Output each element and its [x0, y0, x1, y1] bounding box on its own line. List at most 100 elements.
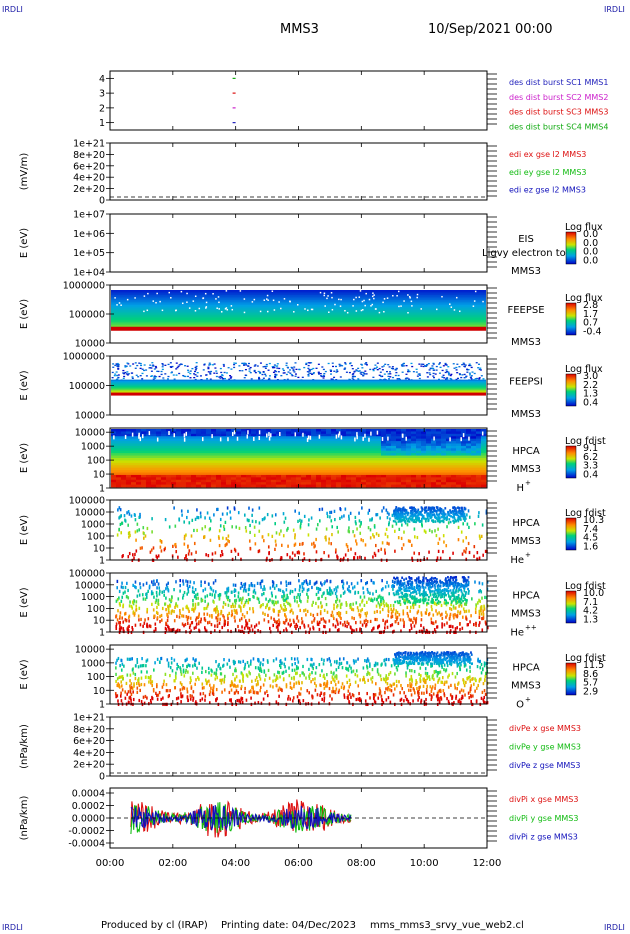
- spectrogram-cell: [236, 479, 242, 483]
- spectrogram-speck: [114, 373, 117, 375]
- spectrogram-cell: [366, 453, 372, 456]
- spectrogram-speck: [418, 604, 421, 609]
- spectrogram-cell: [241, 455, 247, 459]
- spectrogram-cell: [186, 441, 192, 444]
- spectrogram-cell: [331, 482, 337, 485]
- spectrogram-speck: [417, 609, 420, 613]
- spectrogram-cell: [286, 448, 292, 452]
- spectrogram-speck: [214, 593, 216, 597]
- spectrogram-cell: [416, 462, 422, 466]
- spectrogram-speck: [416, 296, 418, 299]
- spectrogram-cell: [366, 462, 372, 466]
- spectrogram-cell: [156, 436, 162, 440]
- spectrogram-speck: [280, 375, 283, 377]
- spectrogram-cell: [271, 455, 277, 459]
- spectrogram-cell: [421, 433, 427, 437]
- spectrogram-cell: [256, 431, 262, 435]
- spectrogram-speck: [249, 629, 251, 633]
- spectrogram-speck: [465, 536, 468, 540]
- spectrogram-speck: [415, 619, 417, 623]
- spectrogram-cell: [461, 472, 467, 476]
- spectrogram-cell: [116, 455, 122, 459]
- spectrogram-cell: [141, 458, 147, 461]
- spectrogram-speck: [127, 629, 130, 633]
- spectrogram-cell: [286, 484, 292, 488]
- spectrogram-cell: [151, 460, 157, 464]
- spectrogram-speck: [243, 364, 246, 366]
- spectrogram-speck: [247, 592, 250, 597]
- spectrogram-speck: [371, 303, 374, 306]
- spectrogram-speck: [480, 608, 482, 613]
- spectrogram-speck: [194, 588, 197, 592]
- spectrogram-cell: [481, 472, 487, 476]
- spectrogram-cell: [451, 467, 457, 471]
- spectrogram-speck: [386, 580, 388, 585]
- spectrogram-speck: [465, 557, 468, 561]
- spectrogram-speck: [437, 541, 440, 545]
- spectrogram-cell: [266, 448, 272, 452]
- spectrogram-speck: [473, 554, 475, 558]
- spectrogram-speck: [413, 624, 416, 628]
- spectrogram-cell: [411, 453, 417, 456]
- spectrogram-speck: [229, 377, 232, 379]
- spectrogram-speck: [454, 509, 457, 513]
- spectrogram-speck: [424, 520, 427, 523]
- spectrogram-speck: [214, 590, 217, 594]
- spectrogram-speck: [411, 514, 414, 517]
- spectrogram-cell: [466, 462, 472, 466]
- spectrogram-cell: [451, 448, 457, 452]
- spectrogram-speck: [411, 517, 414, 520]
- spectrogram-cell: [231, 477, 237, 481]
- spectrogram-speck: [191, 367, 194, 370]
- spectrogram-speck: [335, 434, 338, 439]
- spectrogram-speck: [245, 529, 248, 533]
- spectrogram-cell: [446, 479, 452, 483]
- spectrogram-cell: [296, 453, 302, 456]
- spectrogram-speck: [219, 524, 222, 528]
- spectrogram-cell: [296, 472, 302, 476]
- spectrogram-speck: [431, 511, 434, 514]
- spectrogram-speck: [227, 367, 230, 369]
- spectrogram-cell: [121, 429, 127, 432]
- spectrogram-speck: [391, 614, 394, 619]
- spectrogram-cell: [176, 448, 182, 452]
- spectrogram-speck: [298, 595, 301, 599]
- spectrogram-speck: [117, 363, 120, 366]
- spectrogram-cell: [466, 479, 472, 483]
- spectrogram-speck: [283, 602, 285, 607]
- spectrogram-speck: [208, 528, 211, 532]
- spectrogram-cell: [396, 445, 402, 449]
- spectrogram-speck: [475, 623, 477, 627]
- spectrogram-speck: [283, 629, 285, 633]
- spectrogram-cell: [286, 467, 292, 471]
- spectrogram-speck: [139, 546, 142, 550]
- spectrogram-speck: [168, 430, 170, 435]
- spectrogram-speck: [421, 515, 424, 519]
- spectrogram-cell: [451, 462, 457, 466]
- spectrogram-speck: [443, 513, 446, 517]
- spectrogram-cell: [441, 484, 447, 488]
- spectrogram-speck: [124, 371, 127, 374]
- spectrogram-cell: [136, 460, 142, 464]
- spectrogram-cell: [421, 453, 427, 456]
- spectrogram-speck: [244, 368, 247, 371]
- spectrogram-cell: [126, 460, 132, 464]
- spectrogram-band: [111, 388, 486, 391]
- spectrogram-speck: [427, 519, 430, 522]
- spectrogram-speck: [285, 580, 288, 584]
- spectrogram-speck: [408, 516, 411, 520]
- spectrogram-cell: [456, 443, 462, 447]
- spectrogram-cell: [426, 443, 432, 447]
- spectrogram-cell: [476, 453, 482, 456]
- spectrogram-cell: [441, 477, 447, 481]
- spectrogram-speck: [303, 366, 306, 369]
- spectrogram-cell: [466, 470, 472, 473]
- spectrogram-cell: [291, 484, 297, 488]
- spectrogram-cell: [376, 479, 382, 483]
- spectrogram-speck: [168, 291, 171, 294]
- spectrogram-speck: [139, 586, 142, 590]
- spectrogram-speck: [253, 588, 256, 592]
- spectrogram-cell: [476, 458, 482, 461]
- spectrogram-cell: [436, 462, 442, 466]
- spectrogram-speck: [440, 509, 443, 512]
